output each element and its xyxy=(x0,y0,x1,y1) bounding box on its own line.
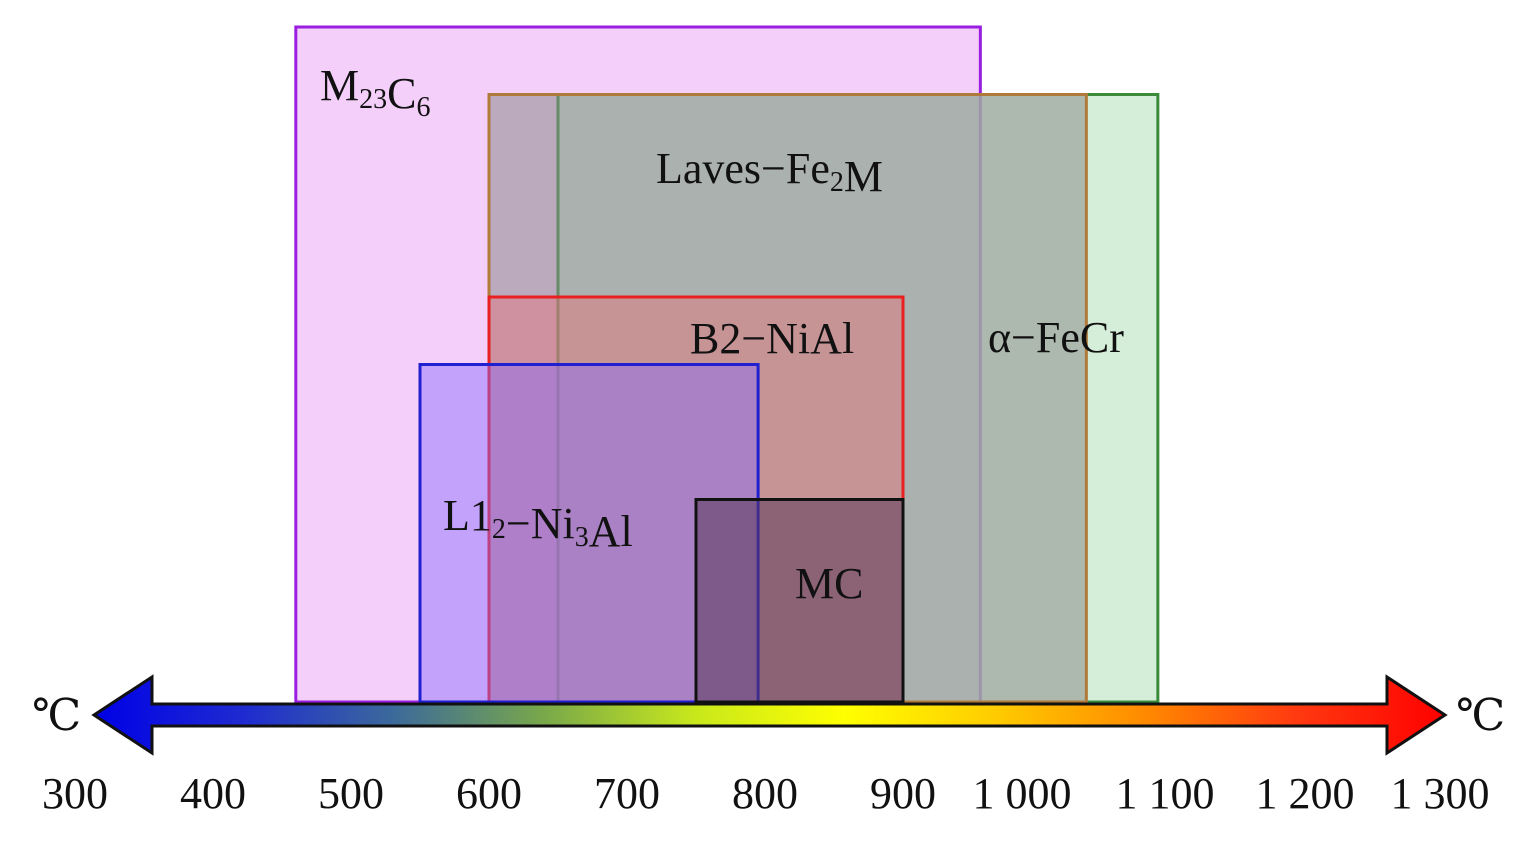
band-laves xyxy=(487,93,1088,704)
band-label-l12-ni3al: L12−Ni3Al xyxy=(443,491,633,556)
tick-label: 1 300 xyxy=(1391,769,1490,818)
tick-label: 300 xyxy=(42,769,108,818)
band-label-b2-nial: B2−NiAl xyxy=(690,314,854,363)
band-label-laves: Laves−Fe2M xyxy=(656,144,883,201)
tick-label: 400 xyxy=(180,769,246,818)
tick-label: 1 000 xyxy=(973,769,1072,818)
tick-label: 800 xyxy=(732,769,798,818)
double-arrow-axis xyxy=(91,674,1448,756)
band-label-mc: MC xyxy=(795,559,863,608)
band-label-alpha-fecr: α−FeCr xyxy=(988,313,1124,362)
phase-bands xyxy=(294,25,1160,704)
unit-label-right: ℃ xyxy=(1456,691,1505,740)
temperature-axis: ℃ ℃ xyxy=(32,674,1505,756)
phase-band-labels: M23C6 α−FeCr Laves−Fe2M B2−NiAl L12−Ni3Al MC xyxy=(320,61,1124,608)
tick-label: 600 xyxy=(456,769,522,818)
tick-label: 500 xyxy=(318,769,384,818)
band-mc xyxy=(694,498,905,704)
tick-labels: 300 400 500 600 700 800 900 1 000 1 100 1 200 1 30… xyxy=(42,769,1490,818)
tick-label: 700 xyxy=(594,769,660,818)
tick-label: 900 xyxy=(870,769,936,818)
tick-label: 1 100 xyxy=(1116,769,1215,818)
unit-label-left: ℃ xyxy=(32,691,81,740)
band-label-m23c6: M23C6 xyxy=(320,61,430,123)
tick-label: 1 200 xyxy=(1256,769,1355,818)
